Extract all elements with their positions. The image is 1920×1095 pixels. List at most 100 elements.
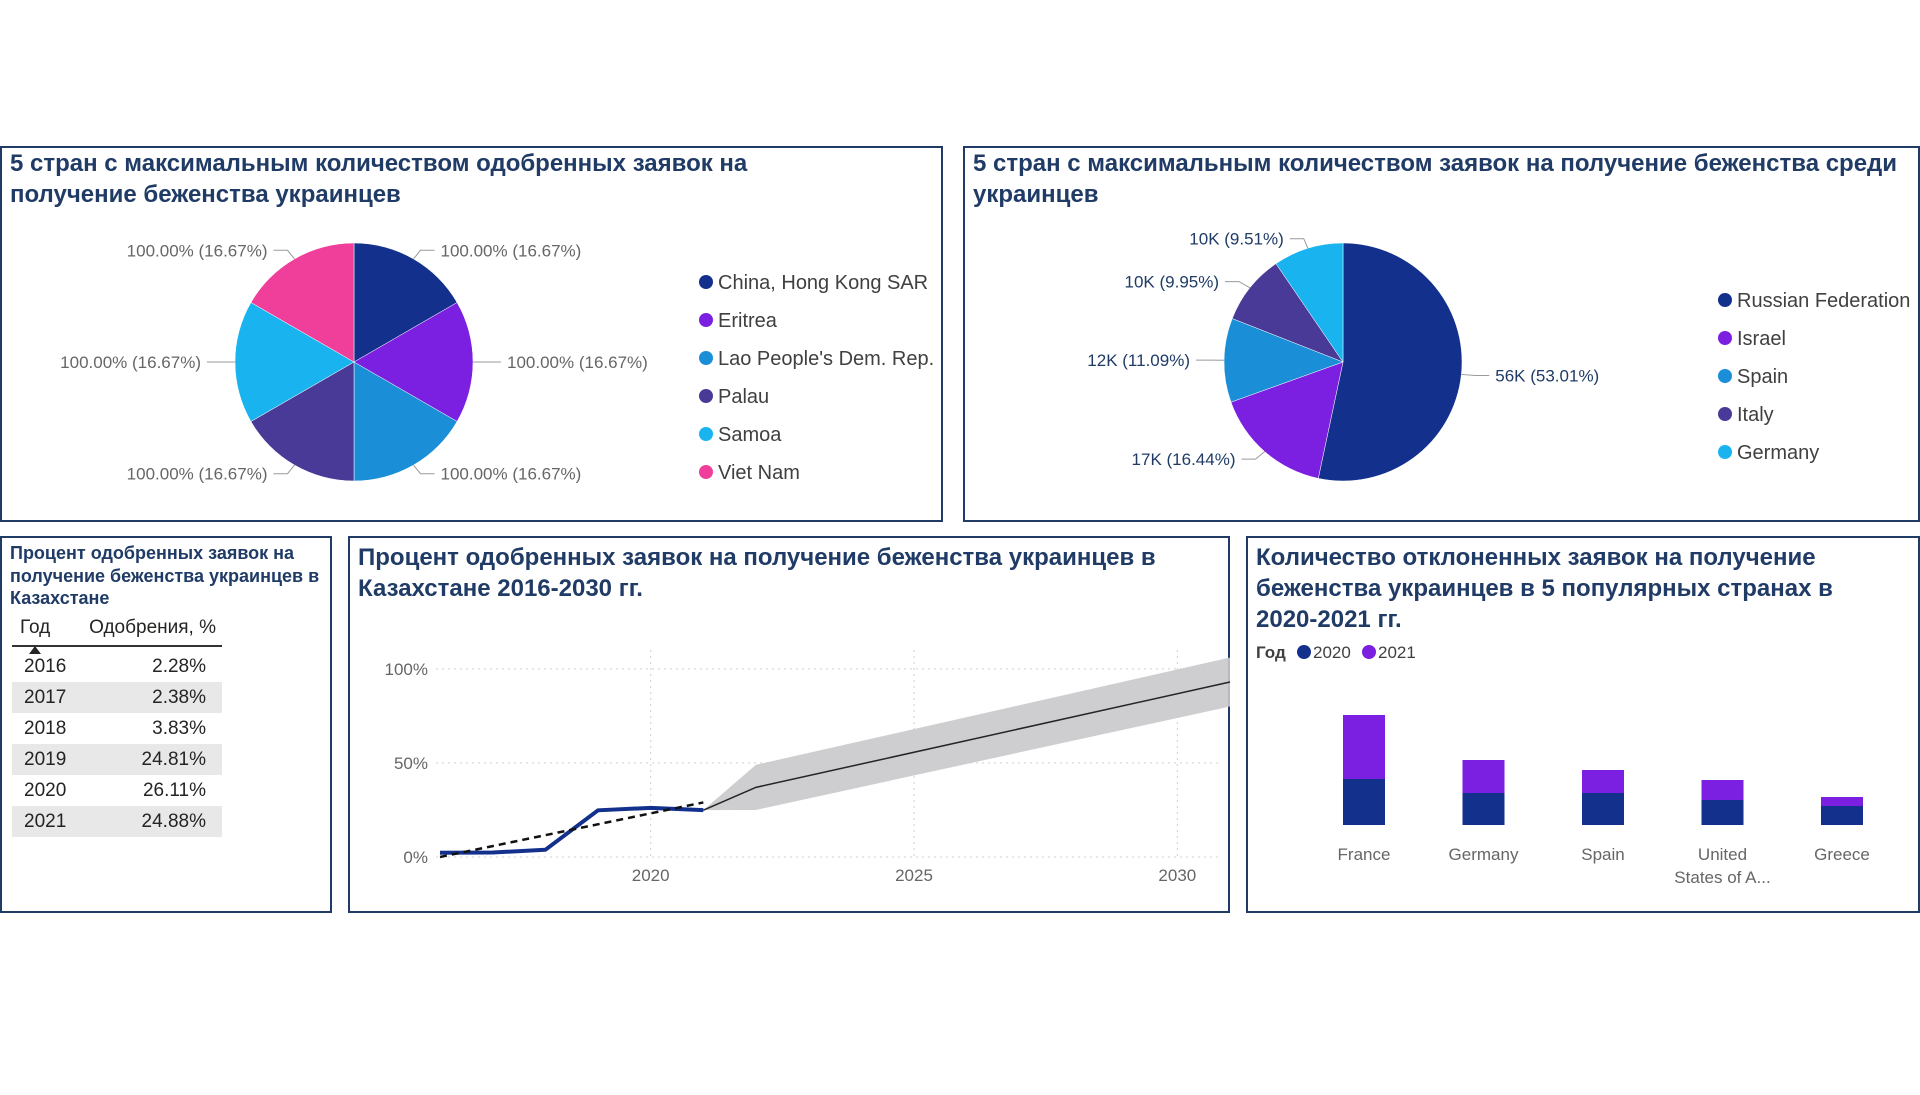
legend-marker [1297, 645, 1311, 659]
x-tick-label-line: France [1338, 845, 1391, 864]
bar-segment [1821, 797, 1863, 806]
approved-pie-leader-line [413, 464, 435, 475]
approved-pie-slice [353, 242, 458, 363]
x-tick-label: United States of A... [1674, 845, 1770, 887]
approved-pie-legend-label: Palau [718, 386, 769, 408]
table-row: 2021 24.88% [12, 806, 222, 837]
kz-table-header-approvals[interactable]: Одобрения, % [89, 617, 216, 638]
table-cell-approval: 2.38% [152, 686, 206, 708]
approved-pie-slice [353, 361, 458, 482]
table-cell-approval: 24.81% [141, 748, 206, 770]
sort-ascending-icon[interactable] [29, 646, 41, 654]
approved-pie-slice [250, 242, 355, 363]
applications-pie-legend-label: Russian Federation [1737, 290, 1910, 312]
y-tick-label: 100% [385, 660, 428, 679]
applications-pie-legend-label: Germany [1737, 442, 1819, 464]
x-tick-label-line: Spain [1581, 845, 1624, 864]
table-cell-approval: 2.28% [152, 655, 206, 677]
table-cell-approval: 26.11% [142, 779, 206, 801]
kz-table-header: Год Одобрения, % [12, 611, 222, 654]
legend-label: 2020 [1313, 643, 1351, 662]
bar-segment [1582, 793, 1624, 825]
table-cell-year: 2019 [24, 748, 67, 770]
applications-pie-data-label: 12K (11.09%) [1087, 351, 1190, 370]
table-row: 2018 3.83% [12, 713, 222, 744]
approved-pie-data-label: 100.00% (16.67%) [127, 241, 268, 260]
y-tick-label: 0% [403, 848, 428, 867]
table-cell-year: 2020 [24, 779, 67, 801]
applications-pie-chart: 56K (53.01%) 17K (16.44%) 12K (11.09%) 10K … [1087, 230, 1910, 482]
applications-pie-leader-line [1225, 281, 1251, 289]
approved-pie-legend-marker [699, 465, 713, 479]
approved-pie-legend-marker [699, 351, 713, 365]
approved-pie-data-label: 100.00% (16.67%) [441, 465, 582, 484]
table-cell-approval: 24.88% [141, 810, 206, 832]
applications-pie-legend-marker [1718, 369, 1732, 383]
table-row: 2017 2.38% [12, 682, 222, 713]
forecast-band [703, 657, 1230, 811]
approved-pie-leader-line [273, 464, 295, 475]
applications-pie-data-label: 10K (9.51%) [1189, 230, 1284, 249]
applications-pie-panel: 5 стран с максимальным количеством заяво… [963, 146, 1920, 522]
approved-pie-leader-line [413, 249, 435, 260]
applications-pie-leader-line [1461, 373, 1490, 376]
x-tick-label: France [1338, 845, 1391, 864]
table-row: 2016 2.28% [12, 651, 222, 682]
applications-pie-title: 5 стран с максимальным количеством заяво… [973, 150, 1898, 209]
approved-pie-data-label: 100.00% (16.67%) [441, 241, 582, 260]
bar-segment [1701, 780, 1744, 800]
applications-pie-legend-marker [1718, 407, 1732, 421]
x-tick-label: 2025 [895, 866, 933, 885]
kz-table-title: Процент одобренных заявок на получение б… [10, 543, 320, 608]
legend-title: Год [1256, 643, 1286, 662]
rejected-bar-chart: Год 2020 2021 France Germany Spain United State… [1256, 643, 1870, 887]
approved-pie-leader-line [273, 249, 295, 260]
applications-pie-data-label: 56K (53.01%) [1495, 366, 1599, 385]
applications-pie-legend-label: Israel [1737, 328, 1786, 350]
kz-line-title: Процент одобренных заявок на получение б… [358, 544, 1156, 603]
approved-pie-data-label: 100.00% (16.67%) [507, 353, 648, 372]
x-tick-label: 2020 [632, 866, 670, 885]
applications-pie-slice [1317, 242, 1463, 482]
y-tick-label: 50% [394, 754, 428, 773]
approved-pie-panel: 5 стран с максимальным количеством одобр… [0, 146, 943, 522]
applications-pie-leader-line [1241, 451, 1266, 460]
table-row: 2019 24.81% [12, 744, 222, 775]
applications-pie-data-label: 10K (9.95%) [1125, 273, 1220, 292]
kz-table: Год Одобрения, % 2016 2.28% 2017 2.38% 2018 3… [12, 611, 222, 837]
approved-pie-legend-label: Eritrea [718, 310, 778, 332]
approved-pie-legend-marker [699, 427, 713, 441]
applications-pie-legend-label: Spain [1737, 366, 1788, 388]
trend-line [439, 801, 704, 859]
kz-table-body: 2016 2.28% 2017 2.38% 2018 3.83% 2019 24.81% 202… [12, 651, 222, 837]
applications-pie-legend-marker [1718, 293, 1732, 307]
table-cell-year: 2018 [24, 717, 67, 739]
bar-segment [1343, 779, 1385, 825]
bar-segment [1821, 806, 1863, 825]
legend-label: 2021 [1378, 643, 1416, 662]
table-cell-year: 2017 [24, 686, 67, 708]
applications-pie-legend-marker [1718, 445, 1732, 459]
kz-table-header-year[interactable]: Год [20, 617, 51, 638]
bar-segment [1343, 715, 1385, 779]
kz-line-chart: 0% 50% 100% 2020 2025 2030 [385, 650, 1231, 885]
x-tick-label: Greece [1814, 845, 1870, 864]
x-tick-label-line: States of A... [1674, 868, 1770, 887]
x-tick-label-line: Greece [1814, 845, 1870, 864]
x-tick-label-line: United [1698, 845, 1747, 864]
approved-pie-title: 5 стран с максимальным количеством одобр… [10, 150, 748, 209]
kz-table-panel: Процент одобренных заявок на получение б… [0, 536, 332, 913]
bar-segment [1701, 800, 1744, 825]
bar-segment [1462, 760, 1505, 793]
x-tick-label: Germany [1449, 845, 1519, 864]
bar-segment [1582, 770, 1624, 793]
approved-pie-chart: 100.00% (16.67%) 100.00% (16.67%) 100.00% … [60, 241, 934, 484]
approved-pie-legend-label: Lao People's Dem. Rep. [718, 348, 934, 370]
table-row: 2020 26.11% [12, 775, 222, 806]
approved-pie-legend-label: Viet Nam [718, 462, 800, 484]
approved-pie-slice [353, 302, 474, 422]
applications-pie-legend-label: Italy [1737, 404, 1774, 426]
rejected-bar-title: Количество отклоненных заявок на получен… [1256, 544, 1833, 634]
forecast-line [703, 681, 1231, 811]
table-cell-approval: 3.83% [152, 717, 206, 739]
